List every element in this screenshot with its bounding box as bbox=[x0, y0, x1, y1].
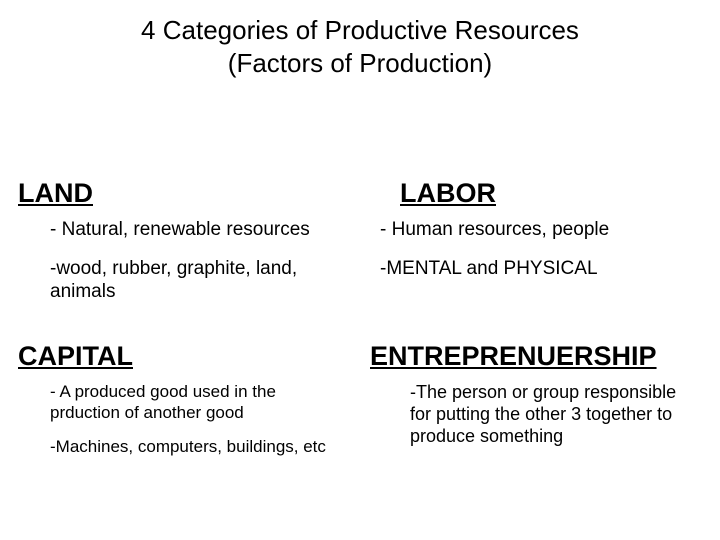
labor-bullet-2: -MENTAL and PHYSICAL bbox=[380, 258, 720, 281]
cell-entrepreneurship: ENTREPRENUERSHIP -The person or group re… bbox=[370, 341, 720, 457]
cell-labor: LABOR - Human resources, people -MENTAL … bbox=[370, 178, 720, 303]
land-bullet-1: - Natural, renewable resources bbox=[50, 219, 370, 242]
categories-grid: LAND - Natural, renewable resources -woo… bbox=[0, 178, 720, 458]
heading-capital: CAPITAL bbox=[18, 341, 370, 372]
row-2: CAPITAL - A produced good used in the pr… bbox=[0, 341, 720, 457]
heading-land: LAND bbox=[18, 178, 370, 209]
capital-bullet-1: - A produced good used in the prduction … bbox=[50, 382, 370, 423]
slide-title: 4 Categories of Productive Resources (Fa… bbox=[0, 0, 720, 79]
cell-capital: CAPITAL - A produced good used in the pr… bbox=[0, 341, 370, 457]
capital-bullet-2: -Machines, computers, buildings, etc bbox=[50, 437, 370, 457]
entrepreneurship-bullet-1: -The person or group responsible for put… bbox=[410, 382, 720, 447]
heading-entrepreneurship: ENTREPRENUERSHIP bbox=[370, 341, 720, 372]
cell-land: LAND - Natural, renewable resources -woo… bbox=[0, 178, 370, 303]
heading-labor: LABOR bbox=[400, 178, 720, 209]
title-line-1: 4 Categories of Productive Resources bbox=[0, 14, 720, 47]
labor-bullet-1: - Human resources, people bbox=[380, 219, 720, 242]
land-bullet-2: -wood, rubber, graphite, land, animals bbox=[50, 258, 370, 304]
row-1: LAND - Natural, renewable resources -woo… bbox=[0, 178, 720, 303]
title-line-2: (Factors of Production) bbox=[0, 47, 720, 80]
